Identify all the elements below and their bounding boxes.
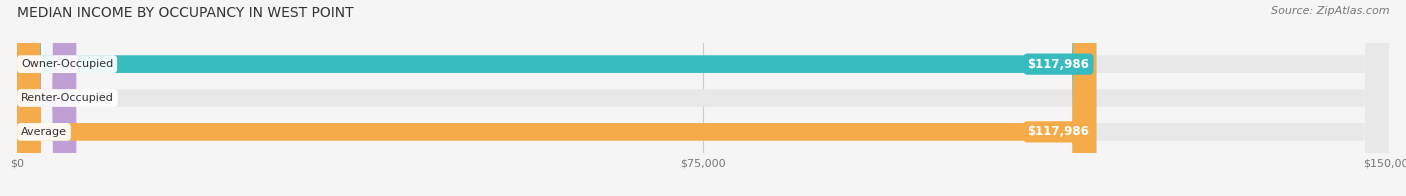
FancyBboxPatch shape	[17, 0, 1389, 196]
Text: $0: $0	[97, 92, 112, 104]
Text: Source: ZipAtlas.com: Source: ZipAtlas.com	[1271, 6, 1389, 16]
Text: MEDIAN INCOME BY OCCUPANCY IN WEST POINT: MEDIAN INCOME BY OCCUPANCY IN WEST POINT	[17, 6, 353, 20]
Text: $117,986: $117,986	[1028, 125, 1090, 138]
Text: Average: Average	[21, 127, 67, 137]
FancyBboxPatch shape	[17, 0, 1389, 196]
FancyBboxPatch shape	[17, 0, 1389, 196]
Text: Renter-Occupied: Renter-Occupied	[21, 93, 114, 103]
FancyBboxPatch shape	[17, 0, 1097, 196]
Text: Owner-Occupied: Owner-Occupied	[21, 59, 114, 69]
FancyBboxPatch shape	[17, 0, 1097, 196]
FancyBboxPatch shape	[17, 0, 76, 196]
Text: $117,986: $117,986	[1028, 58, 1090, 71]
